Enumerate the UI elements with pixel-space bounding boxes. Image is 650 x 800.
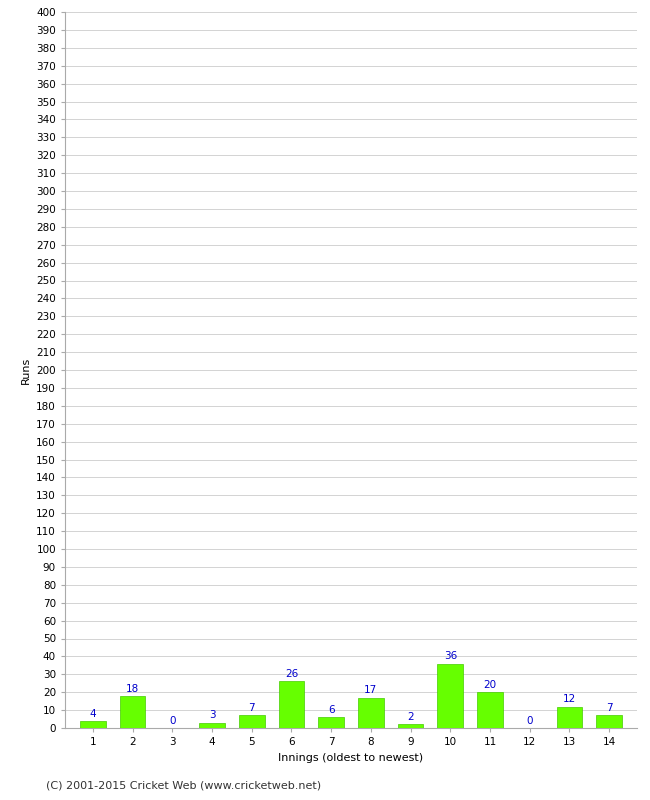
Bar	[437, 663, 463, 728]
Bar	[477, 692, 503, 728]
Bar	[199, 722, 225, 728]
Text: (C) 2001-2015 Cricket Web (www.cricketweb.net): (C) 2001-2015 Cricket Web (www.cricketwe…	[46, 781, 320, 790]
X-axis label: Innings (oldest to newest): Innings (oldest to newest)	[278, 753, 424, 762]
Text: 4: 4	[90, 709, 96, 718]
Bar	[278, 682, 304, 728]
Bar	[358, 698, 384, 728]
Text: 3: 3	[209, 710, 215, 721]
Text: 17: 17	[364, 686, 378, 695]
Text: 36: 36	[444, 651, 457, 662]
Y-axis label: Runs: Runs	[21, 356, 31, 384]
Text: 12: 12	[563, 694, 576, 704]
Text: 20: 20	[484, 680, 497, 690]
Text: 0: 0	[526, 716, 533, 726]
Text: 7: 7	[248, 703, 255, 714]
Bar	[318, 718, 344, 728]
Text: 18: 18	[126, 684, 139, 694]
Text: 7: 7	[606, 703, 612, 714]
Bar	[120, 696, 146, 728]
Bar	[80, 721, 106, 728]
Text: 6: 6	[328, 705, 335, 715]
Text: 2: 2	[408, 712, 414, 722]
Bar	[239, 715, 265, 728]
Text: 0: 0	[169, 716, 176, 726]
Text: 26: 26	[285, 670, 298, 679]
Bar	[596, 715, 622, 728]
Bar	[398, 725, 424, 728]
Bar	[556, 706, 582, 728]
